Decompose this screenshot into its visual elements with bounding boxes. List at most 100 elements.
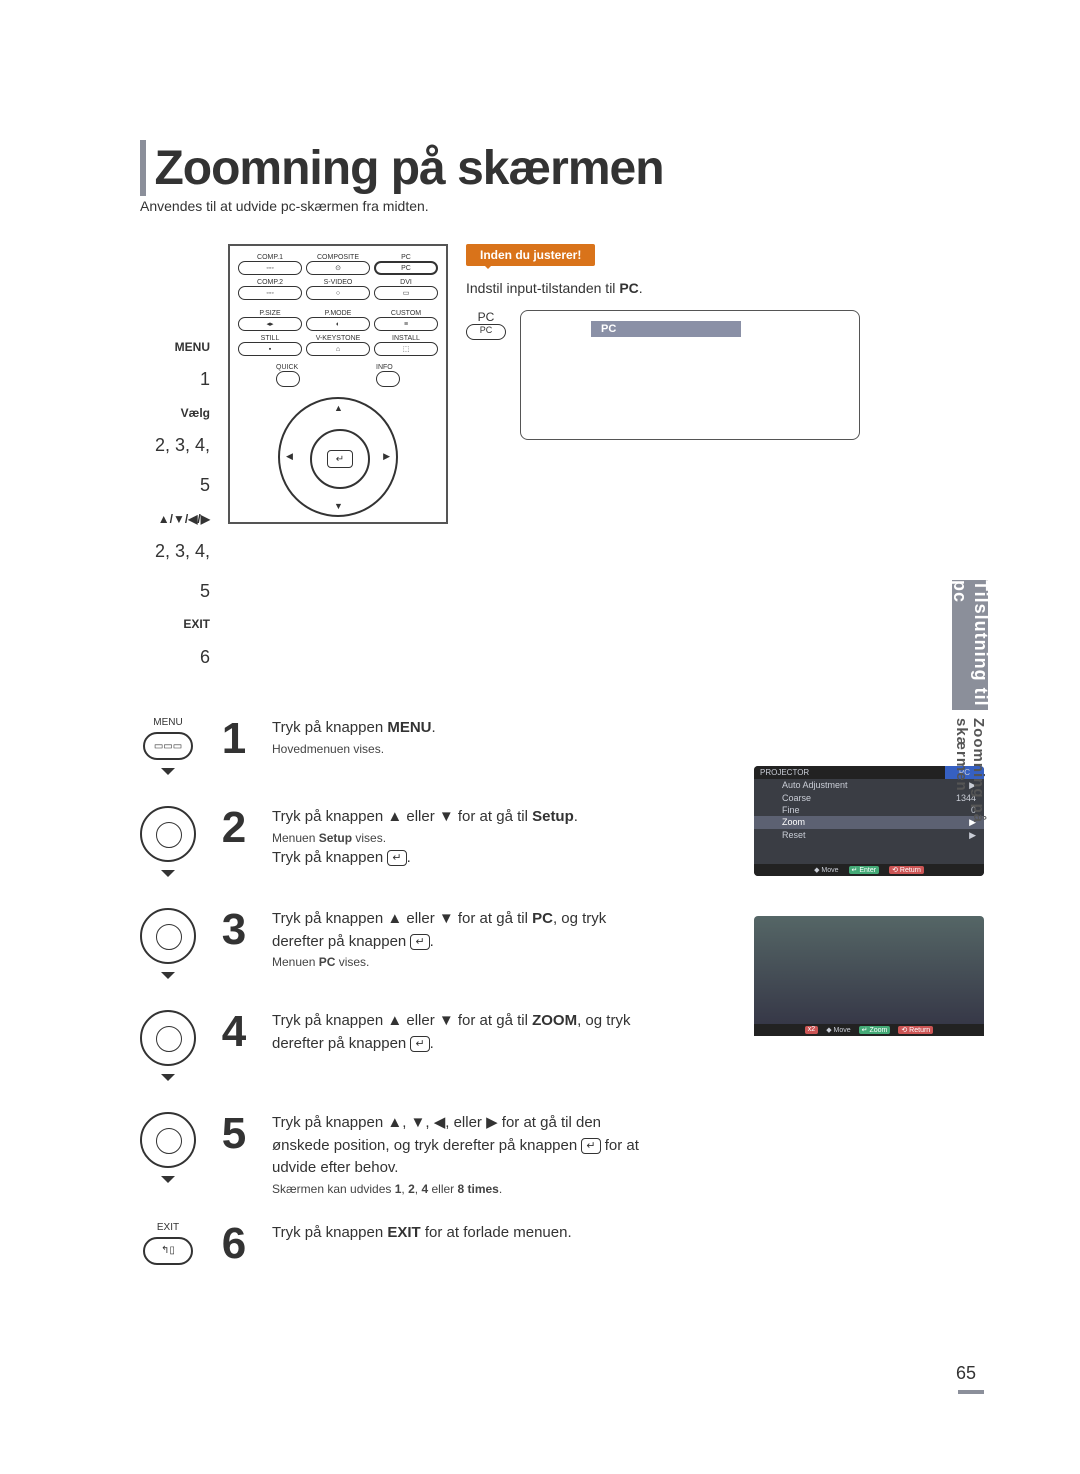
rbtn-label: STILL [238,335,302,342]
osd-row: Auto Adjustment▶ [754,779,984,792]
rbtn-label: COMPOSITE [306,254,370,261]
side-tab-bottom-text: Zoomning på skærmen [953,718,987,878]
notice-bubble: Inden du justerer! [466,244,595,266]
enter-icon: ↵ [387,850,406,866]
label-vaelg-n: 2, 3, 4, 5 [140,426,210,505]
dpad-icon [140,806,196,862]
enter-icon: ↵ [410,934,429,950]
down-arrow-icon [161,870,175,884]
step-text-part: Tryk på knappen [272,849,387,866]
pc-label: PC [478,310,495,324]
dpad-icon [140,1010,196,1066]
osd-ft: ↵ Enter [849,866,880,874]
down-arrow-icon [161,768,175,782]
remote-button: ◦◦◦ [238,261,302,275]
step-icon-label: EXIT [157,1222,179,1233]
step-number: 5 [214,1112,254,1156]
osd-preview-box: PC [520,310,860,440]
remote-button: ◂▸ [238,317,302,331]
osd-ft: ↵ Zoom [859,1026,891,1034]
dpad-enter: ↵ [310,429,370,489]
osd-zoom-thumb: x2 ◆ Move ↵ Zoom ⟲ Return [754,916,984,1036]
label-menu: MENU [140,334,210,360]
step-text: Tryk på knappen ▲ eller ▼ for at gå til … [272,806,652,829]
info-button [376,371,400,387]
enter-icon: ↵ [410,1036,429,1052]
down-arrow-icon [161,1074,175,1088]
osd-row: Reset▶ [754,829,984,842]
page-title: Zoomning på skærmen [154,142,663,195]
label-exit: EXIT [140,611,210,637]
step-subtext: Skærmen kan udvides 1, 2, 4 eller 8 time… [272,1180,652,1198]
info-label: INFO [376,364,393,371]
rbtn-label: PC [374,254,438,261]
remote-pc-button: PC [374,261,438,275]
side-tab: Tilslutning til pc Zoomning på skærmen [952,580,988,840]
side-tab-top-text: Tilslutning til pc [949,580,991,710]
label-nav: ▲/▼/◀/▶ [140,506,210,532]
remote-button: ○ [306,286,370,300]
label-nav-n: 2, 3, 4, 5 [140,532,210,611]
osd-zoom-footer: x2 ◆ Move ↵ Zoom ⟲ Return [754,1024,984,1036]
pc-badge: PC PC [466,310,506,340]
rbtn-label: DVI [374,279,438,286]
left-annotations: MENU 1 Vælg 2, 3, 4, 5 ▲/▼/◀/▶ 2, 3, 4, … [140,244,210,677]
down-arrow-icon [161,1176,175,1190]
diagram-row: MENU 1 Vælg 2, 3, 4, 5 ▲/▼/◀/▶ 2, 3, 4, … [140,244,990,677]
step-subtext: Hovedmenuen vises. [272,740,652,758]
step-subtext: Menuen Setup vises. [272,829,652,847]
osd-panel-title: PC [591,321,741,337]
rbtn-label: INSTALL [374,335,438,342]
down-arrow-icon [161,972,175,986]
dpad: ▲ ▼ ◀ ▶ ↵ [278,397,398,517]
remote-button: ◦◦◦ [238,286,302,300]
rbtn-label: COMP.1 [238,254,302,261]
page-number-bar [958,1390,984,1394]
osd-header-l: PROJECTOR [754,766,945,779]
label-vaelg: Vælg [140,400,210,426]
osd-row-l: Auto Adjustment [782,780,848,791]
rbtn-label: P.SIZE [238,310,302,317]
exit-button-icon: ↰▯ [143,1237,193,1265]
step-text: Tryk på knappen ↵. [272,847,652,870]
rbtn-label: P.MODE [306,310,370,317]
page-number: 65 [956,1363,984,1394]
step-number: 3 [214,908,254,952]
osd-row-l: Reset [782,830,806,841]
quick-label: QUICK [276,364,298,371]
osd-row-l: Fine [782,805,800,815]
step-number: 4 [214,1010,254,1054]
step-icon-label: MENU [153,717,182,728]
remote-button: ≡ [374,317,438,331]
remote-button: ▭ [374,286,438,300]
quick-button [276,371,300,387]
remote-button: ⌂ [306,342,370,356]
step-number: 2 [214,806,254,850]
rbtn-label: S-VIDEO [306,279,370,286]
remote-button: ⬚ [374,342,438,356]
osd-row-l: Coarse [782,793,811,803]
dpad-icon [140,908,196,964]
osd-footer: ◆ Move↵ Enter⟲ Return [754,864,984,876]
enter-icon: ↵ [581,1138,600,1154]
notice-text: Indstil input-tilstanden til PC. [466,280,990,296]
dpad-icon [140,1112,196,1168]
page-number-text: 65 [956,1363,976,1383]
osd-ft: x2 [805,1026,818,1034]
osd-row: Fine0 [754,804,984,816]
remote-button: ◐ [306,317,370,331]
step-number: 6 [214,1222,254,1266]
rbtn-label: V-KEYSTONE [306,335,370,342]
osd-row-l: Zoom [782,817,805,828]
step-text: Tryk på knappen ▲ eller ▼ for at gå til … [272,908,652,953]
remote-diagram: COMP.1◦◦◦ COMPOSITE⊙ PCPC COMP.2◦◦◦ S-VI… [228,244,448,524]
side-tab-bottom: Zoomning på skærmen [952,718,988,878]
osd-row-highlighted: Zoom▶ [754,816,984,829]
step-text: Tryk på knappen ▲, ▼, ◀, eller ▶ for at … [272,1112,652,1180]
step-6: EXIT ↰▯ 6 Tryk på knappen EXIT for at fo… [140,1222,990,1266]
intro-text: Anvendes til at udvide pc-skærmen fra mi… [140,198,990,214]
side-tab-top: Tilslutning til pc [952,580,988,710]
title-block: Zoomning på skærmen Anvendes til at udvi… [140,140,990,214]
remote-button: ▪ [238,342,302,356]
step-subtext: Menuen PC vises. [272,953,652,971]
